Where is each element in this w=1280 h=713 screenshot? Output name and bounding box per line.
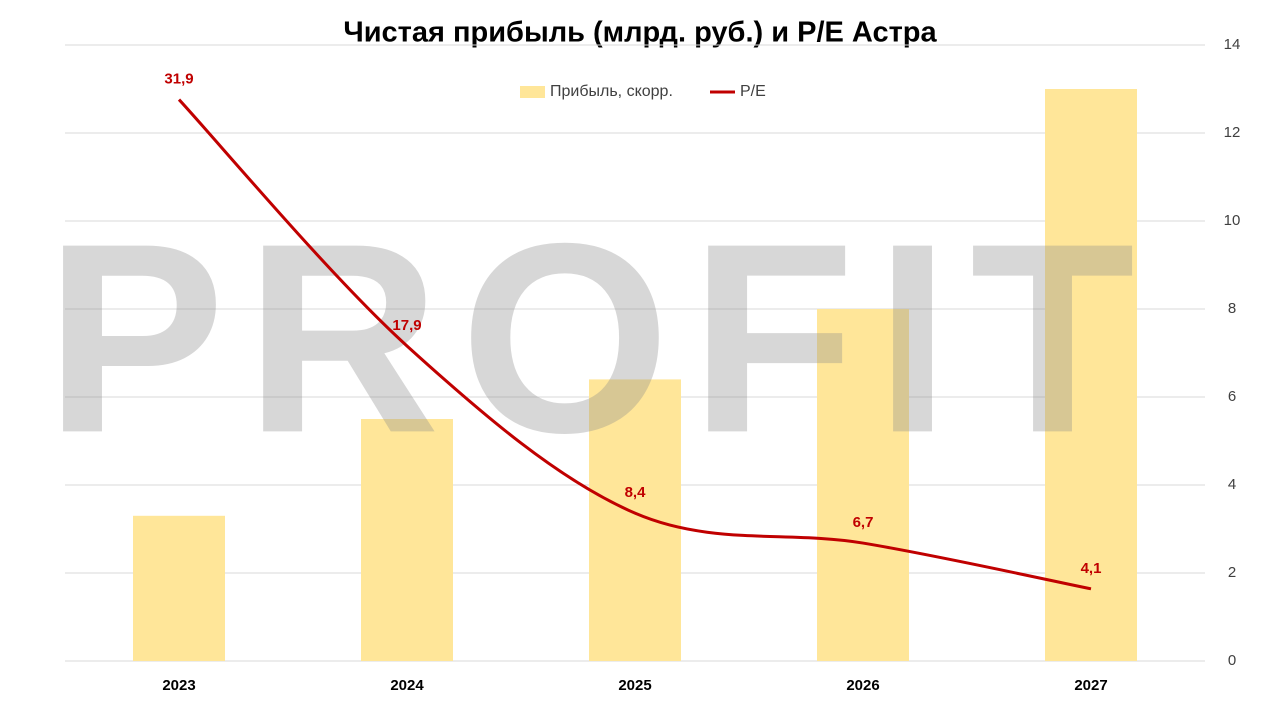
bar <box>1045 89 1137 661</box>
x-tick-label: 2026 <box>846 677 879 694</box>
watermark: PROFIT <box>45 188 1155 489</box>
y-tick-label: 4 <box>1228 476 1236 493</box>
data-label: 17,9 <box>392 317 421 334</box>
bar <box>361 419 453 661</box>
x-tick-label: 2027 <box>1074 677 1107 694</box>
data-label: 8,4 <box>625 484 647 501</box>
y-tick-label: 8 <box>1228 300 1236 317</box>
bar <box>817 309 909 661</box>
bar <box>133 515 225 661</box>
x-tick-label: 2023 <box>162 677 195 694</box>
x-tick-label: 2025 <box>618 677 651 694</box>
y-tick-label: 2 <box>1228 564 1236 581</box>
y-tick-label: 14 <box>1224 36 1241 53</box>
y-tick-label: 0 <box>1228 652 1236 669</box>
bar <box>589 379 681 661</box>
legend-swatch <box>520 86 545 98</box>
y-tick-label: 12 <box>1224 124 1241 141</box>
line <box>177 98 1092 591</box>
legend-label: Прибыль, скорр. <box>550 83 673 100</box>
y-tick-label: 10 <box>1224 212 1241 229</box>
y-tick-label: 6 <box>1228 388 1236 405</box>
data-label: 4,1 <box>1081 560 1102 577</box>
data-label: 6,7 <box>853 514 874 531</box>
chart-title: Чистая прибыль (млрд. руб.) и P/E Астра <box>343 17 937 49</box>
data-label: 31,9 <box>164 71 193 88</box>
x-tick-label: 2024 <box>390 677 424 694</box>
legend-label: P/E <box>740 83 766 100</box>
